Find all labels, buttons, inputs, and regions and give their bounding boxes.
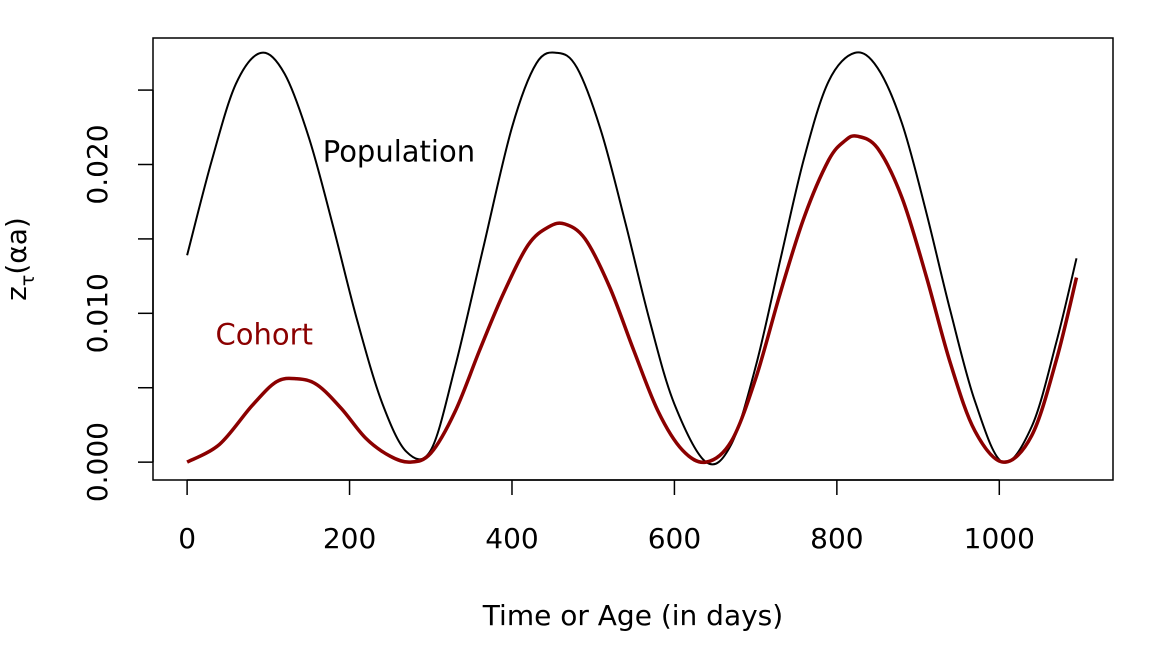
x-tick-label: 200 bbox=[323, 522, 376, 555]
x-tick-label: 0 bbox=[178, 522, 196, 555]
plot-lines bbox=[186, 51, 1079, 466]
y-axis-label: zτ(αa) bbox=[0, 217, 39, 301]
x-tick-label: 400 bbox=[485, 522, 538, 555]
y-tick-label: 0.010 bbox=[81, 273, 114, 353]
y-tick-label: 0.020 bbox=[81, 124, 114, 204]
x-tick-label: 800 bbox=[810, 522, 863, 555]
y-axis: 0.000 0.010 0.020 bbox=[81, 89, 154, 502]
y-axis-label-subscript: τ bbox=[17, 275, 39, 286]
annotation-cohort: Cohort bbox=[216, 318, 313, 352]
annotations: Population Cohort bbox=[216, 135, 476, 352]
x-tick-label: 1000 bbox=[964, 522, 1035, 555]
y-tick-label: 0.000 bbox=[81, 422, 114, 502]
x-axis-label: Time or Age (in days) bbox=[482, 599, 783, 632]
x-tick-label: 600 bbox=[648, 522, 701, 555]
series-line-population bbox=[186, 51, 1078, 466]
annotation-population: Population bbox=[323, 135, 475, 169]
y-axis-label-suffix: (αa) bbox=[0, 217, 33, 274]
y-axis-label-main: z bbox=[0, 286, 33, 301]
x-axis: 0 200 400 600 800 1000 bbox=[178, 479, 1035, 555]
series-line-cohort bbox=[186, 134, 1079, 465]
